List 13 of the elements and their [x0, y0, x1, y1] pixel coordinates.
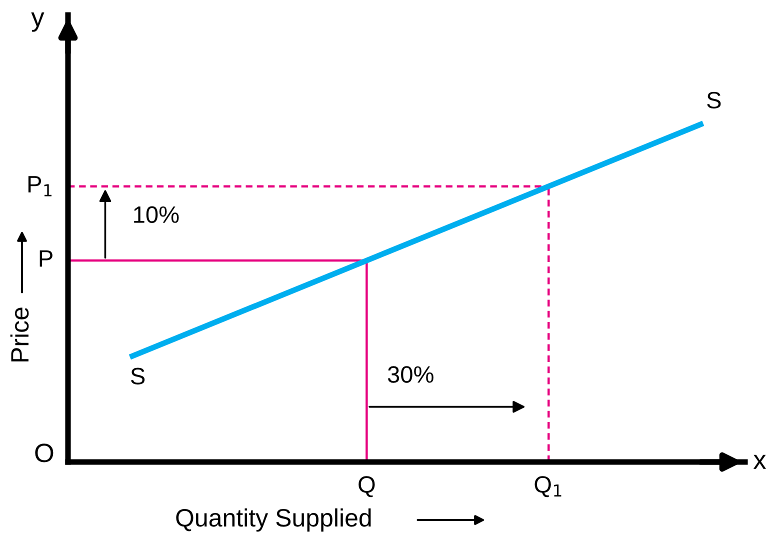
x-axis-title: Quantity Supplied — [176, 508, 371, 532]
annotation: 10% — [134, 206, 179, 223]
ref-line-label: P — [40, 250, 52, 267]
text: Q$_{1}$ — [534, 476, 562, 498]
text: Q — [358, 476, 375, 498]
text: S — [707, 92, 721, 109]
ref-line-label: P$_{1}$ — [28, 176, 52, 196]
annotation: x — [753, 454, 766, 469]
series-label: S — [130, 368, 145, 385]
y-axis-title: Price — [10, 308, 29, 362]
annotation: 30% — [388, 366, 434, 383]
text: y — [31, 12, 44, 32]
annotation: O — [35, 444, 54, 462]
